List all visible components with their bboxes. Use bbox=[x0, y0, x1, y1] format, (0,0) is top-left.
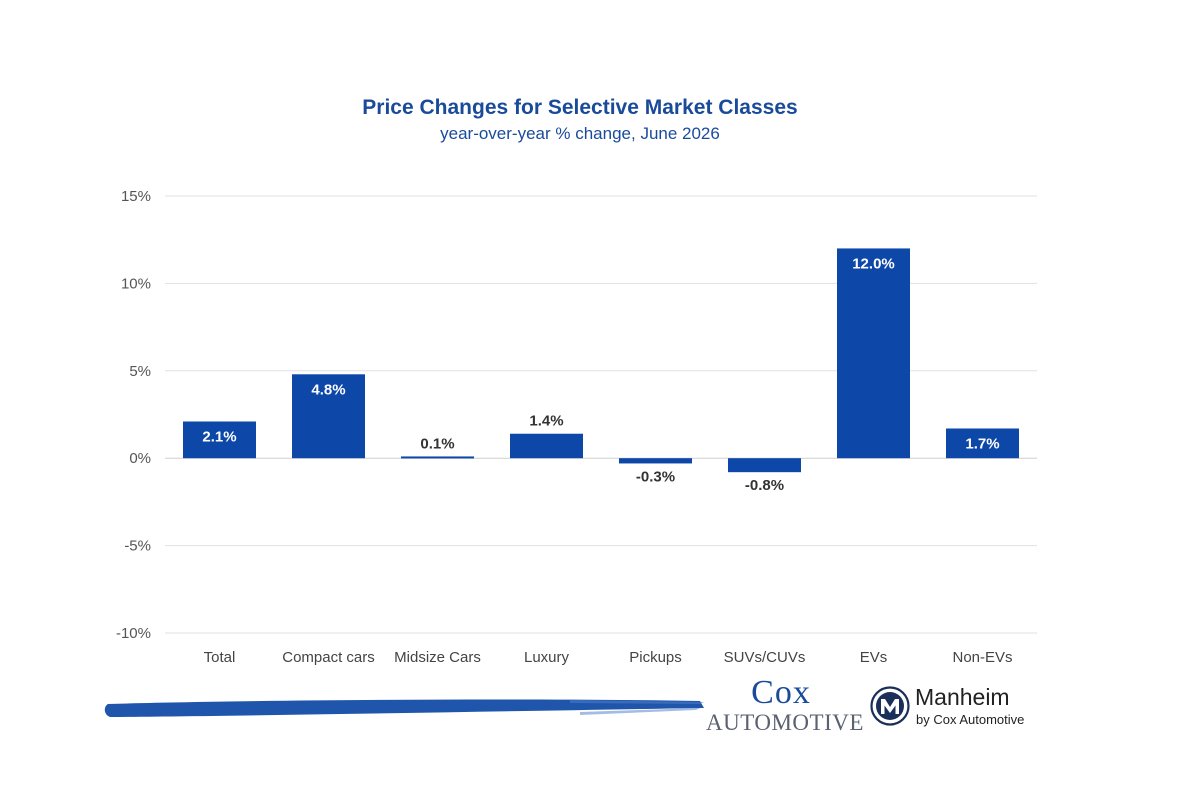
bar-midsize-cars bbox=[401, 456, 474, 459]
manheim-logo: Manheim by Cox Automotive bbox=[870, 684, 1050, 734]
y-tick-label: -5% bbox=[124, 538, 151, 555]
x-tick-label: EVs bbox=[860, 649, 888, 666]
data-label: 1.4% bbox=[529, 413, 563, 430]
bar-chart: 15% 10% 5% 0% -5% -10% Total 2.1% Compact cars 4.… bbox=[116, 188, 1037, 666]
bar-total bbox=[183, 421, 256, 459]
data-label: 4.8% bbox=[311, 381, 345, 398]
manheim-subtitle: by Cox Automotive bbox=[916, 712, 1025, 727]
chart-subtitle: year-over-year % change, June 2026 bbox=[440, 124, 720, 143]
x-tick-label: Non-EVs bbox=[952, 649, 1012, 666]
bar-luxury bbox=[510, 433, 583, 459]
x-tick-label: Luxury bbox=[524, 649, 570, 666]
data-label: 12.0% bbox=[852, 255, 895, 272]
data-label: -0.8% bbox=[745, 477, 784, 494]
x-tick-label: Total bbox=[204, 649, 236, 666]
chart-title: Price Changes for Selective Market Class… bbox=[362, 96, 798, 119]
data-label: 0.1% bbox=[420, 435, 454, 452]
y-tick-label: -10% bbox=[116, 625, 151, 642]
manheim-wordmark: Manheim bbox=[915, 684, 1010, 710]
bar-pickups bbox=[619, 458, 692, 464]
bar-evs bbox=[837, 248, 910, 459]
y-tick-label: 10% bbox=[121, 275, 151, 292]
y-tick-label: 5% bbox=[129, 363, 151, 380]
data-label: -0.3% bbox=[636, 468, 675, 485]
bar-non-evs bbox=[946, 428, 1019, 459]
brush-stroke-decoration bbox=[104, 699, 705, 717]
bar-compact-cars bbox=[292, 374, 365, 459]
y-tick-label: 15% bbox=[121, 188, 151, 205]
cox-wordmark: Cox bbox=[751, 674, 811, 711]
data-label: 2.1% bbox=[202, 428, 236, 445]
bar-suvs-cuvs bbox=[728, 458, 801, 473]
x-tick-label: Pickups bbox=[629, 649, 682, 666]
x-tick-label: Midsize Cars bbox=[394, 649, 481, 666]
x-tick-label: Compact cars bbox=[282, 649, 375, 666]
manheim-m-icon bbox=[870, 686, 910, 726]
y-tick-label: 0% bbox=[129, 450, 151, 467]
automotive-wordmark: Automotive bbox=[706, 710, 864, 735]
x-tick-label: SUVs/CUVs bbox=[724, 649, 806, 666]
data-label: 1.7% bbox=[965, 435, 999, 452]
cox-automotive-logo: Cox Automotive bbox=[706, 674, 864, 736]
